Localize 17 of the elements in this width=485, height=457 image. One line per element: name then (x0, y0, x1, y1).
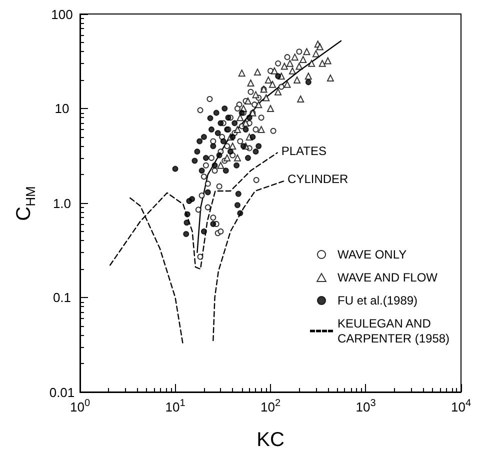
y-tick-label: 0.01 (49, 384, 75, 400)
y-tick-label: 10 (54, 101, 70, 116)
x-axis-title: KC (256, 429, 284, 451)
legend-label: FU et al.(1989) (338, 294, 418, 308)
annotation: CYLINDER (288, 172, 349, 186)
x-tick-label: 10$^{1}$ (165, 398, 186, 414)
x-tick-label: 10$^{4}$ (450, 398, 472, 414)
legend-label: KEULEGAN AND CARPENTER (1958) (338, 316, 450, 346)
y-tick-label: 100 (51, 6, 73, 22)
x-tick-label: 10$^{2}$ (260, 398, 281, 414)
annotation: PLATES (281, 144, 326, 158)
y-tick-label: 1.0 (52, 196, 72, 210)
legend-label: WAVE AND FLOW (338, 270, 438, 284)
y-tick-label: 0.1 (52, 290, 72, 305)
legend-label: WAVE ONLY (338, 248, 407, 262)
x-tick-label: 10$^{0}$ (70, 398, 90, 414)
x-tick-label: 10$^{3}$ (356, 398, 376, 414)
